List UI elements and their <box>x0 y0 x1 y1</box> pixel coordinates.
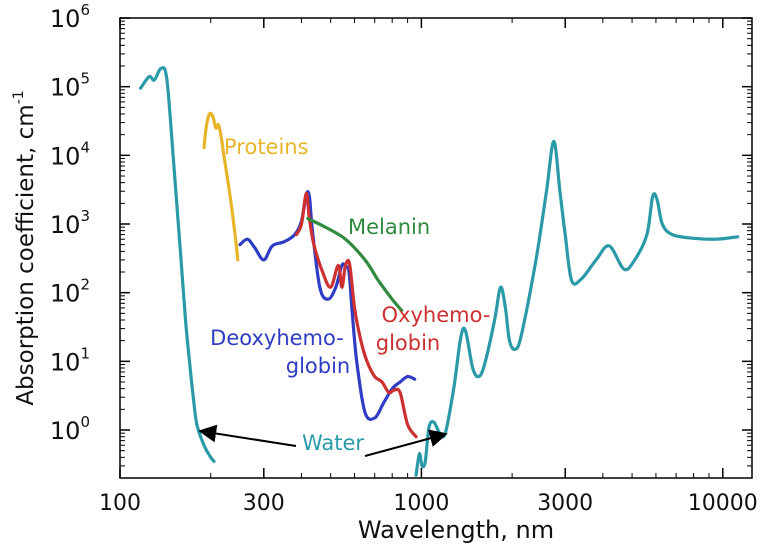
series-label-line: Deoxyhemo- <box>210 326 344 350</box>
y-tick-label: 100 <box>50 413 90 445</box>
y-tick-exponent: 0 <box>80 413 90 431</box>
y-axis-label-text: Absorption coefficient, cm <box>13 104 39 405</box>
series-label-oxyhemoglobin: Oxyhemo-globin <box>376 303 491 355</box>
series-deoxyhemoglobin-line <box>238 190 417 421</box>
y-tick-base: 10 <box>50 280 81 308</box>
y-tick-exponent: 4 <box>80 138 90 156</box>
y-tick-exponent: 6 <box>80 1 90 19</box>
x-axis-label: Wavelength, nm <box>358 516 554 544</box>
y-tick-label: 105 <box>50 70 90 102</box>
series-label-melanin: Melanin <box>348 215 430 239</box>
series-melanin-line <box>306 217 404 313</box>
water-arrow-left <box>198 424 297 447</box>
series-label-proteins: Proteins <box>224 135 309 159</box>
series-label-water: Water <box>302 431 364 455</box>
series-label-line: globin <box>286 354 351 378</box>
x-tick-label: 300 <box>243 491 285 516</box>
y-tick-base: 10 <box>50 142 81 170</box>
series-label-line: globin <box>376 331 441 355</box>
y-tick-label: 106 <box>50 1 90 33</box>
y-tick-exponent: 2 <box>80 276 90 294</box>
minor-ticks <box>120 18 752 479</box>
y-tick-label: 101 <box>50 344 90 376</box>
plot-frame <box>119 17 753 479</box>
y-tick-exponent: 3 <box>80 207 90 225</box>
x-tick-label: 1000 <box>393 491 449 516</box>
y-tick-base: 10 <box>50 5 81 33</box>
series-label-line: Oxyhemo- <box>382 303 491 327</box>
y-tick-exponent: 5 <box>80 70 90 88</box>
y-tick-base: 10 <box>50 348 81 376</box>
y-tick-base: 10 <box>50 417 81 445</box>
y-tick-base: 10 <box>50 74 81 102</box>
water-arrow-right <box>364 429 448 457</box>
series-proteins-line <box>202 111 240 262</box>
series-label-line: Melanin <box>348 215 430 239</box>
x-tick-label: 3000 <box>537 491 593 516</box>
series-water-line <box>139 66 216 463</box>
data-curves <box>139 66 740 477</box>
y-axis-label: Absorption coefficient, cm-1 <box>11 90 39 405</box>
y-tick-base: 10 <box>50 211 81 239</box>
x-tick-label: 10000 <box>688 491 758 516</box>
series-oxyhemoglobin-line <box>294 191 418 439</box>
y-axis-label-superscript: -1 <box>11 90 27 104</box>
x-tick-label: 100 <box>99 491 141 516</box>
y-tick-label: 103 <box>50 207 90 239</box>
series-label-deoxyhemoglobin: Deoxyhemo-globin <box>210 326 350 378</box>
series-label-line: Water <box>302 431 364 455</box>
y-tick-label: 104 <box>50 138 90 170</box>
y-tick-label: 102 <box>50 276 90 308</box>
series-label-line: Proteins <box>224 135 309 159</box>
y-tick-exponent: 1 <box>80 344 90 362</box>
